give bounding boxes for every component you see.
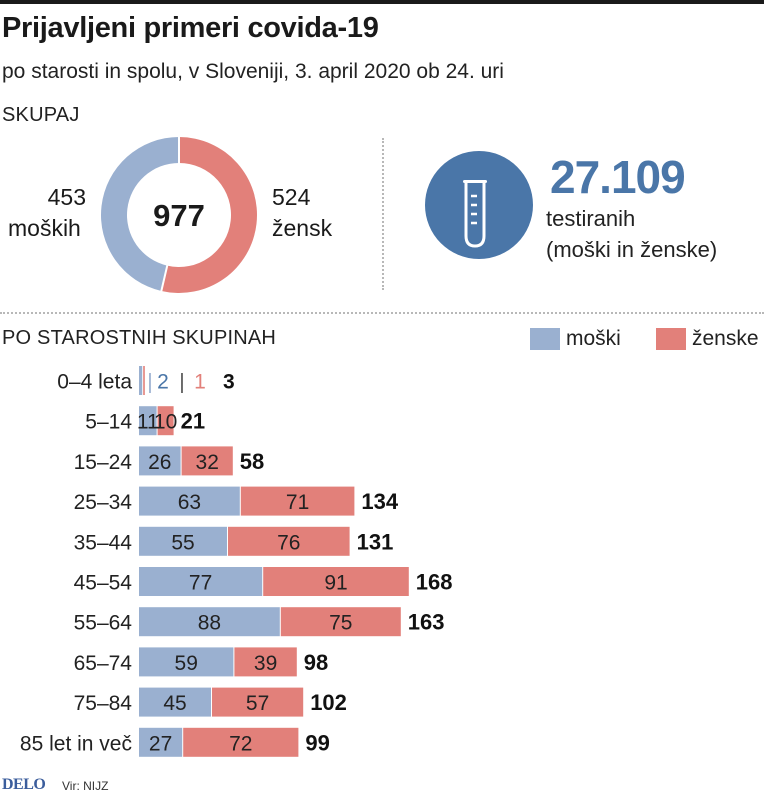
category-label: 35–44 (74, 531, 133, 554)
bar-value-female: 39 (254, 652, 277, 675)
bar-female (234, 647, 297, 677)
bar-value-male: 45 (163, 692, 186, 715)
bar-value-divider: | (179, 371, 184, 394)
legend-swatch-female (656, 328, 686, 350)
bar-total: 102 (310, 690, 347, 715)
legend-label-female: ženske (692, 327, 759, 350)
top-rule (0, 0, 764, 4)
legend-label-male: moški (566, 327, 621, 350)
bar-female (212, 687, 304, 717)
bar-value-marker-male: | (147, 371, 152, 394)
sex-donut-chart: 977 (100, 136, 257, 293)
category-label: 65–74 (74, 652, 133, 675)
bar-female (181, 446, 233, 476)
bar-female (280, 607, 401, 637)
bar-total: 21 (181, 409, 205, 434)
bar-female (183, 727, 299, 757)
bar-female (157, 406, 174, 436)
bar-value-male: 2 (157, 371, 169, 394)
bar-value-female: 75 (329, 612, 352, 635)
bar-value-male: 77 (189, 572, 212, 595)
bar-total: 99 (305, 730, 329, 755)
male-count: 453 (47, 184, 86, 210)
bar-total: 134 (361, 489, 398, 514)
donut-slice-male (100, 137, 179, 291)
donut-total: 977 (153, 198, 205, 233)
age-section-label: PO STAROSTNIH SKUPINAH (2, 327, 277, 349)
bar-female (263, 567, 409, 596)
bar-value-male: 55 (171, 531, 194, 554)
category-label: 85 let in več (20, 732, 132, 755)
bar-value-male: 59 (175, 652, 198, 675)
bar-total: 131 (357, 529, 394, 554)
bar-male (139, 687, 211, 717)
donut-divider-bottom (160, 264, 169, 293)
bar-total: 3 (223, 371, 235, 394)
bar-value-female: 32 (196, 451, 219, 474)
bar-male (139, 486, 240, 516)
summary-section-label: SKUPAJ (2, 104, 80, 126)
bar-value-male: 11 (137, 411, 159, 434)
bar-female (240, 486, 355, 516)
category-label: 5–14 (85, 411, 132, 434)
bar-male (139, 366, 143, 395)
category-label: 45–54 (74, 572, 133, 595)
bar-male (139, 406, 157, 436)
bar-value-male: 88 (198, 612, 221, 635)
bar-value-male: 26 (148, 451, 171, 474)
bar-male (139, 607, 280, 637)
test-tube-icon (425, 151, 533, 259)
bar-total: 163 (408, 610, 445, 635)
category-label: 75–84 (74, 692, 133, 715)
source-note: Vir: NIJZ (62, 779, 109, 793)
bar-value-female: 1 (194, 371, 206, 394)
tested-count: 27.109 (550, 151, 686, 203)
tested-note: (moški in ženske) (546, 237, 718, 262)
bar-male (139, 727, 183, 757)
bar-value-female: 76 (277, 531, 300, 554)
legend-swatch-male (530, 328, 560, 350)
bar-female (228, 526, 350, 556)
female-label: žensk (272, 215, 333, 241)
bar-value-female: 57 (246, 692, 269, 715)
category-label: 15–24 (74, 451, 133, 474)
tested-label: testiranih (546, 206, 636, 231)
bar-female (143, 366, 145, 395)
bar-total: 98 (304, 650, 328, 675)
bar-value-female: 10 (154, 411, 177, 434)
female-count: 524 (272, 184, 311, 210)
bar-value-female: 71 (286, 491, 309, 514)
bar-male (139, 446, 181, 476)
bar-male (139, 647, 234, 677)
vertical-separator (382, 138, 384, 290)
bar-male (139, 567, 263, 596)
bar-total: 58 (240, 449, 264, 474)
page-title: Prijavljeni primeri covida-19 (2, 12, 379, 44)
bar-male (139, 526, 227, 556)
male-label: moških (8, 215, 81, 241)
horizontal-separator (0, 312, 764, 314)
donut-slice-female (161, 137, 257, 293)
bar-total: 168 (416, 570, 453, 595)
bar-value-female: 91 (324, 572, 347, 595)
category-label: 25–34 (74, 491, 133, 514)
category-label: 55–64 (74, 612, 133, 635)
delo-logo: DELO (2, 776, 46, 793)
bar-value-female: 72 (229, 732, 252, 755)
bar-value-male: 63 (178, 491, 201, 514)
category-label: 0–4 leta (57, 371, 132, 394)
bar-value-male: 27 (149, 732, 172, 755)
page-subtitle: po starosti in spolu, v Sloveniji, 3. ap… (2, 60, 504, 83)
